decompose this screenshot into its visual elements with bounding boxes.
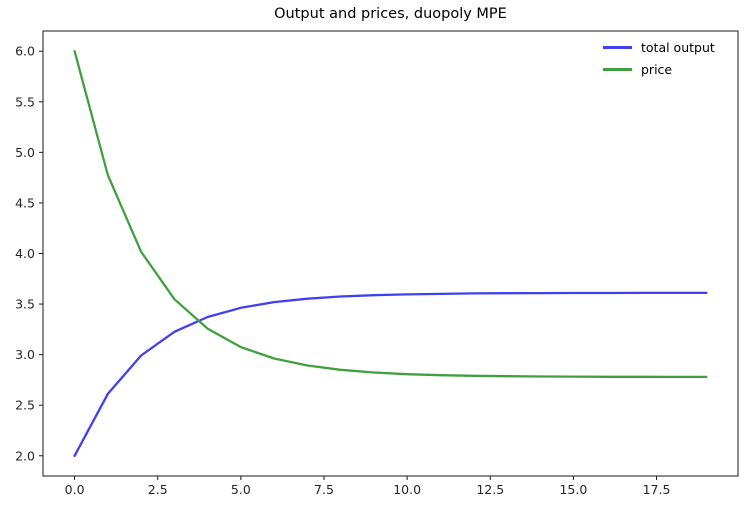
chart-title: Output and prices, duopoly MPE bbox=[274, 6, 507, 22]
legend-line-swatch-total-output bbox=[603, 46, 632, 49]
series-line-total-output bbox=[73, 291, 708, 457]
x-tick-label: 2.5 bbox=[148, 482, 168, 497]
legend: total output price bbox=[603, 40, 715, 77]
y-tick-label: 3.0 bbox=[15, 347, 35, 362]
x-tick-label: 15.0 bbox=[559, 482, 587, 497]
x-tick-label: 7.5 bbox=[314, 482, 334, 497]
y-tick-label: 4.0 bbox=[15, 246, 35, 261]
x-tick-label: 12.5 bbox=[476, 482, 504, 497]
y-tick-label: 5.5 bbox=[15, 94, 35, 109]
y-tick-label: 4.5 bbox=[15, 195, 35, 210]
y-tick-label: 2.5 bbox=[15, 398, 35, 413]
y-tick-label: 3.5 bbox=[15, 297, 35, 312]
legend-item-total-output: total output bbox=[603, 40, 715, 55]
legend-label-total-output: total output bbox=[641, 40, 715, 55]
legend-label-price: price bbox=[641, 62, 673, 77]
y-tick-label: 6.0 bbox=[15, 44, 35, 59]
series-line-price bbox=[73, 50, 708, 379]
y-tick-label: 2.0 bbox=[15, 448, 35, 463]
x-tick-label: 0.0 bbox=[65, 482, 85, 497]
legend-item-price: price bbox=[603, 62, 715, 77]
y-tick-label: 5.0 bbox=[15, 145, 35, 160]
x-tick-label: 10.0 bbox=[393, 482, 421, 497]
axes-spines bbox=[42, 30, 739, 477]
legend-line-swatch-price bbox=[603, 68, 632, 71]
x-tick-label: 17.5 bbox=[643, 482, 671, 497]
x-tick-label: 5.0 bbox=[231, 482, 251, 497]
